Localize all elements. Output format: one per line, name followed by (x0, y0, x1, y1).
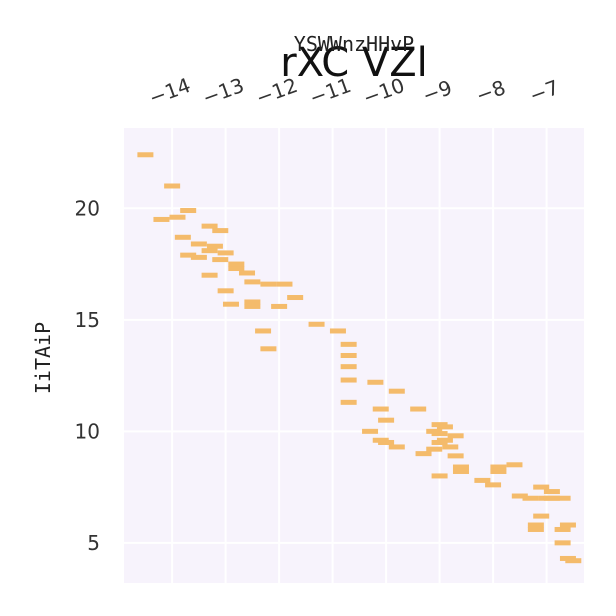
data-point (431, 439, 448, 445)
data-point (308, 321, 325, 327)
data-point (340, 341, 357, 347)
data-point (436, 424, 453, 430)
chart-title: rXC VZl (280, 40, 427, 86)
y-tick-label: 10 (75, 419, 100, 443)
data-point (388, 444, 405, 450)
data-point (410, 406, 427, 412)
data-point (378, 439, 395, 445)
data-point (271, 303, 288, 309)
x-tick-label: −12 (253, 73, 301, 110)
y-tick-label: 15 (75, 308, 100, 332)
data-point (447, 453, 464, 459)
data-point (164, 183, 181, 189)
data-point (378, 417, 395, 423)
data-point (190, 241, 207, 247)
data-point (228, 266, 245, 272)
grid-lines (124, 128, 584, 583)
x-tick-label: −13 (199, 73, 247, 110)
data-point (137, 152, 154, 158)
data-point (554, 540, 571, 546)
y-axis-title: IiTAiP (31, 322, 55, 394)
data-point (490, 464, 507, 470)
y-tick-label: 20 (75, 196, 100, 220)
data-point (153, 216, 170, 222)
data-point (533, 484, 550, 490)
data-point (442, 444, 459, 450)
x-tick-label: −7 (526, 75, 562, 108)
data-point (533, 513, 550, 519)
data-point (506, 462, 523, 468)
data-point (543, 495, 560, 501)
data-point (201, 248, 218, 254)
data-point (447, 433, 464, 439)
data-point (452, 464, 469, 470)
data-point (244, 303, 261, 309)
data-point (201, 272, 218, 278)
data-point (201, 223, 218, 229)
x-axis-title: YSWWnzHHvP (294, 32, 414, 56)
data-point (485, 482, 502, 488)
data-point (276, 281, 293, 287)
data-point (431, 431, 448, 437)
data-point (180, 208, 197, 214)
data-point (415, 451, 432, 457)
data-point (543, 489, 560, 495)
data-point (329, 328, 346, 334)
data-point (212, 257, 229, 263)
data-point (217, 288, 234, 294)
data-point (554, 495, 571, 501)
data-point (180, 252, 197, 258)
data-point (559, 522, 576, 528)
data-point (212, 228, 229, 234)
data-point (340, 377, 357, 383)
data-point (527, 522, 544, 528)
data-points (137, 152, 582, 564)
data-point (565, 558, 582, 564)
data-point (190, 254, 207, 260)
data-point (527, 526, 544, 532)
data-point (228, 261, 245, 267)
data-point (217, 250, 234, 256)
data-point (367, 379, 384, 385)
data-point (255, 328, 272, 334)
data-point (474, 477, 491, 483)
data-point (239, 270, 256, 276)
y-tick-label: 5 (87, 531, 100, 555)
data-point (244, 299, 261, 305)
x-tick-label: −14 (146, 73, 194, 110)
data-point (260, 346, 277, 352)
data-point (511, 493, 528, 499)
data-point (340, 353, 357, 358)
data-point (174, 234, 191, 240)
data-point (260, 281, 277, 287)
data-point (362, 428, 379, 434)
data-point (554, 526, 571, 532)
data-point (388, 388, 405, 394)
data-point (431, 473, 448, 479)
x-tick-label: −8 (473, 75, 509, 108)
data-point (426, 446, 443, 452)
data-point (206, 243, 223, 249)
y-tick-labels: 5 10 15 20 (75, 196, 100, 555)
data-point (372, 406, 389, 412)
data-point (169, 214, 186, 220)
data-point (287, 295, 304, 301)
data-point (490, 468, 507, 474)
data-point (522, 495, 539, 501)
data-point (244, 279, 261, 285)
data-point (340, 364, 357, 370)
data-point (340, 399, 357, 405)
data-point (222, 301, 239, 307)
data-point (452, 468, 469, 474)
